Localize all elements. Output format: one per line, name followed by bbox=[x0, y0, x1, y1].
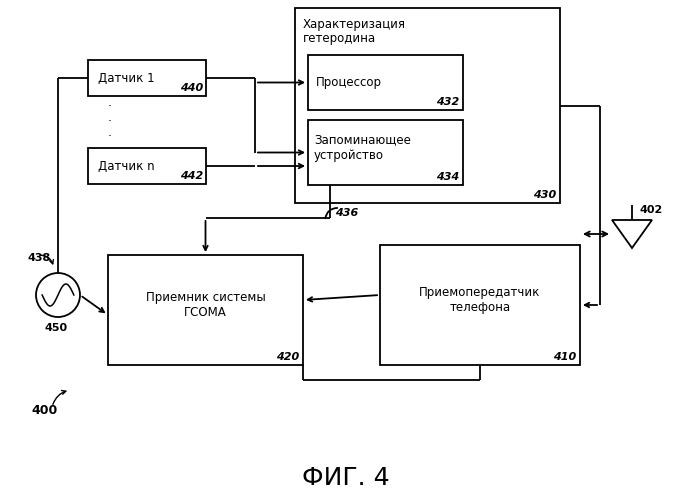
Bar bbox=[380, 245, 580, 365]
Bar bbox=[88, 60, 206, 96]
Text: ФИГ. 4: ФИГ. 4 bbox=[302, 466, 390, 490]
Text: Датчик 1: Датчик 1 bbox=[98, 72, 154, 85]
Text: Характеризация: Характеризация bbox=[303, 18, 406, 31]
Text: 440: 440 bbox=[180, 83, 203, 93]
Text: 450: 450 bbox=[44, 323, 68, 333]
Bar bbox=[308, 120, 463, 185]
Text: Процессор: Процессор bbox=[316, 76, 382, 89]
Text: 438: 438 bbox=[28, 253, 51, 263]
Text: гетеродина: гетеродина bbox=[303, 32, 376, 45]
Text: Приемопередатчик
телефона: Приемопередатчик телефона bbox=[419, 286, 540, 314]
Text: 400: 400 bbox=[32, 404, 58, 416]
Text: 442: 442 bbox=[180, 171, 203, 181]
Text: Запоминающее
устройство: Запоминающее устройство bbox=[314, 134, 411, 162]
Text: 420: 420 bbox=[275, 352, 299, 362]
Text: ·
·
·: · · · bbox=[108, 100, 112, 144]
Bar bbox=[88, 148, 206, 184]
Text: Датчик n: Датчик n bbox=[98, 160, 154, 172]
Text: 402: 402 bbox=[640, 205, 663, 215]
Text: 434: 434 bbox=[436, 172, 459, 182]
Text: 410: 410 bbox=[553, 352, 576, 362]
Text: 432: 432 bbox=[436, 97, 459, 107]
Bar bbox=[295, 8, 560, 203]
Text: 436: 436 bbox=[335, 208, 358, 218]
Bar bbox=[308, 55, 463, 110]
Bar bbox=[108, 255, 303, 365]
Text: 430: 430 bbox=[533, 190, 556, 200]
Text: Приемник системы
ГСОМА: Приемник системы ГСОМА bbox=[145, 291, 265, 319]
